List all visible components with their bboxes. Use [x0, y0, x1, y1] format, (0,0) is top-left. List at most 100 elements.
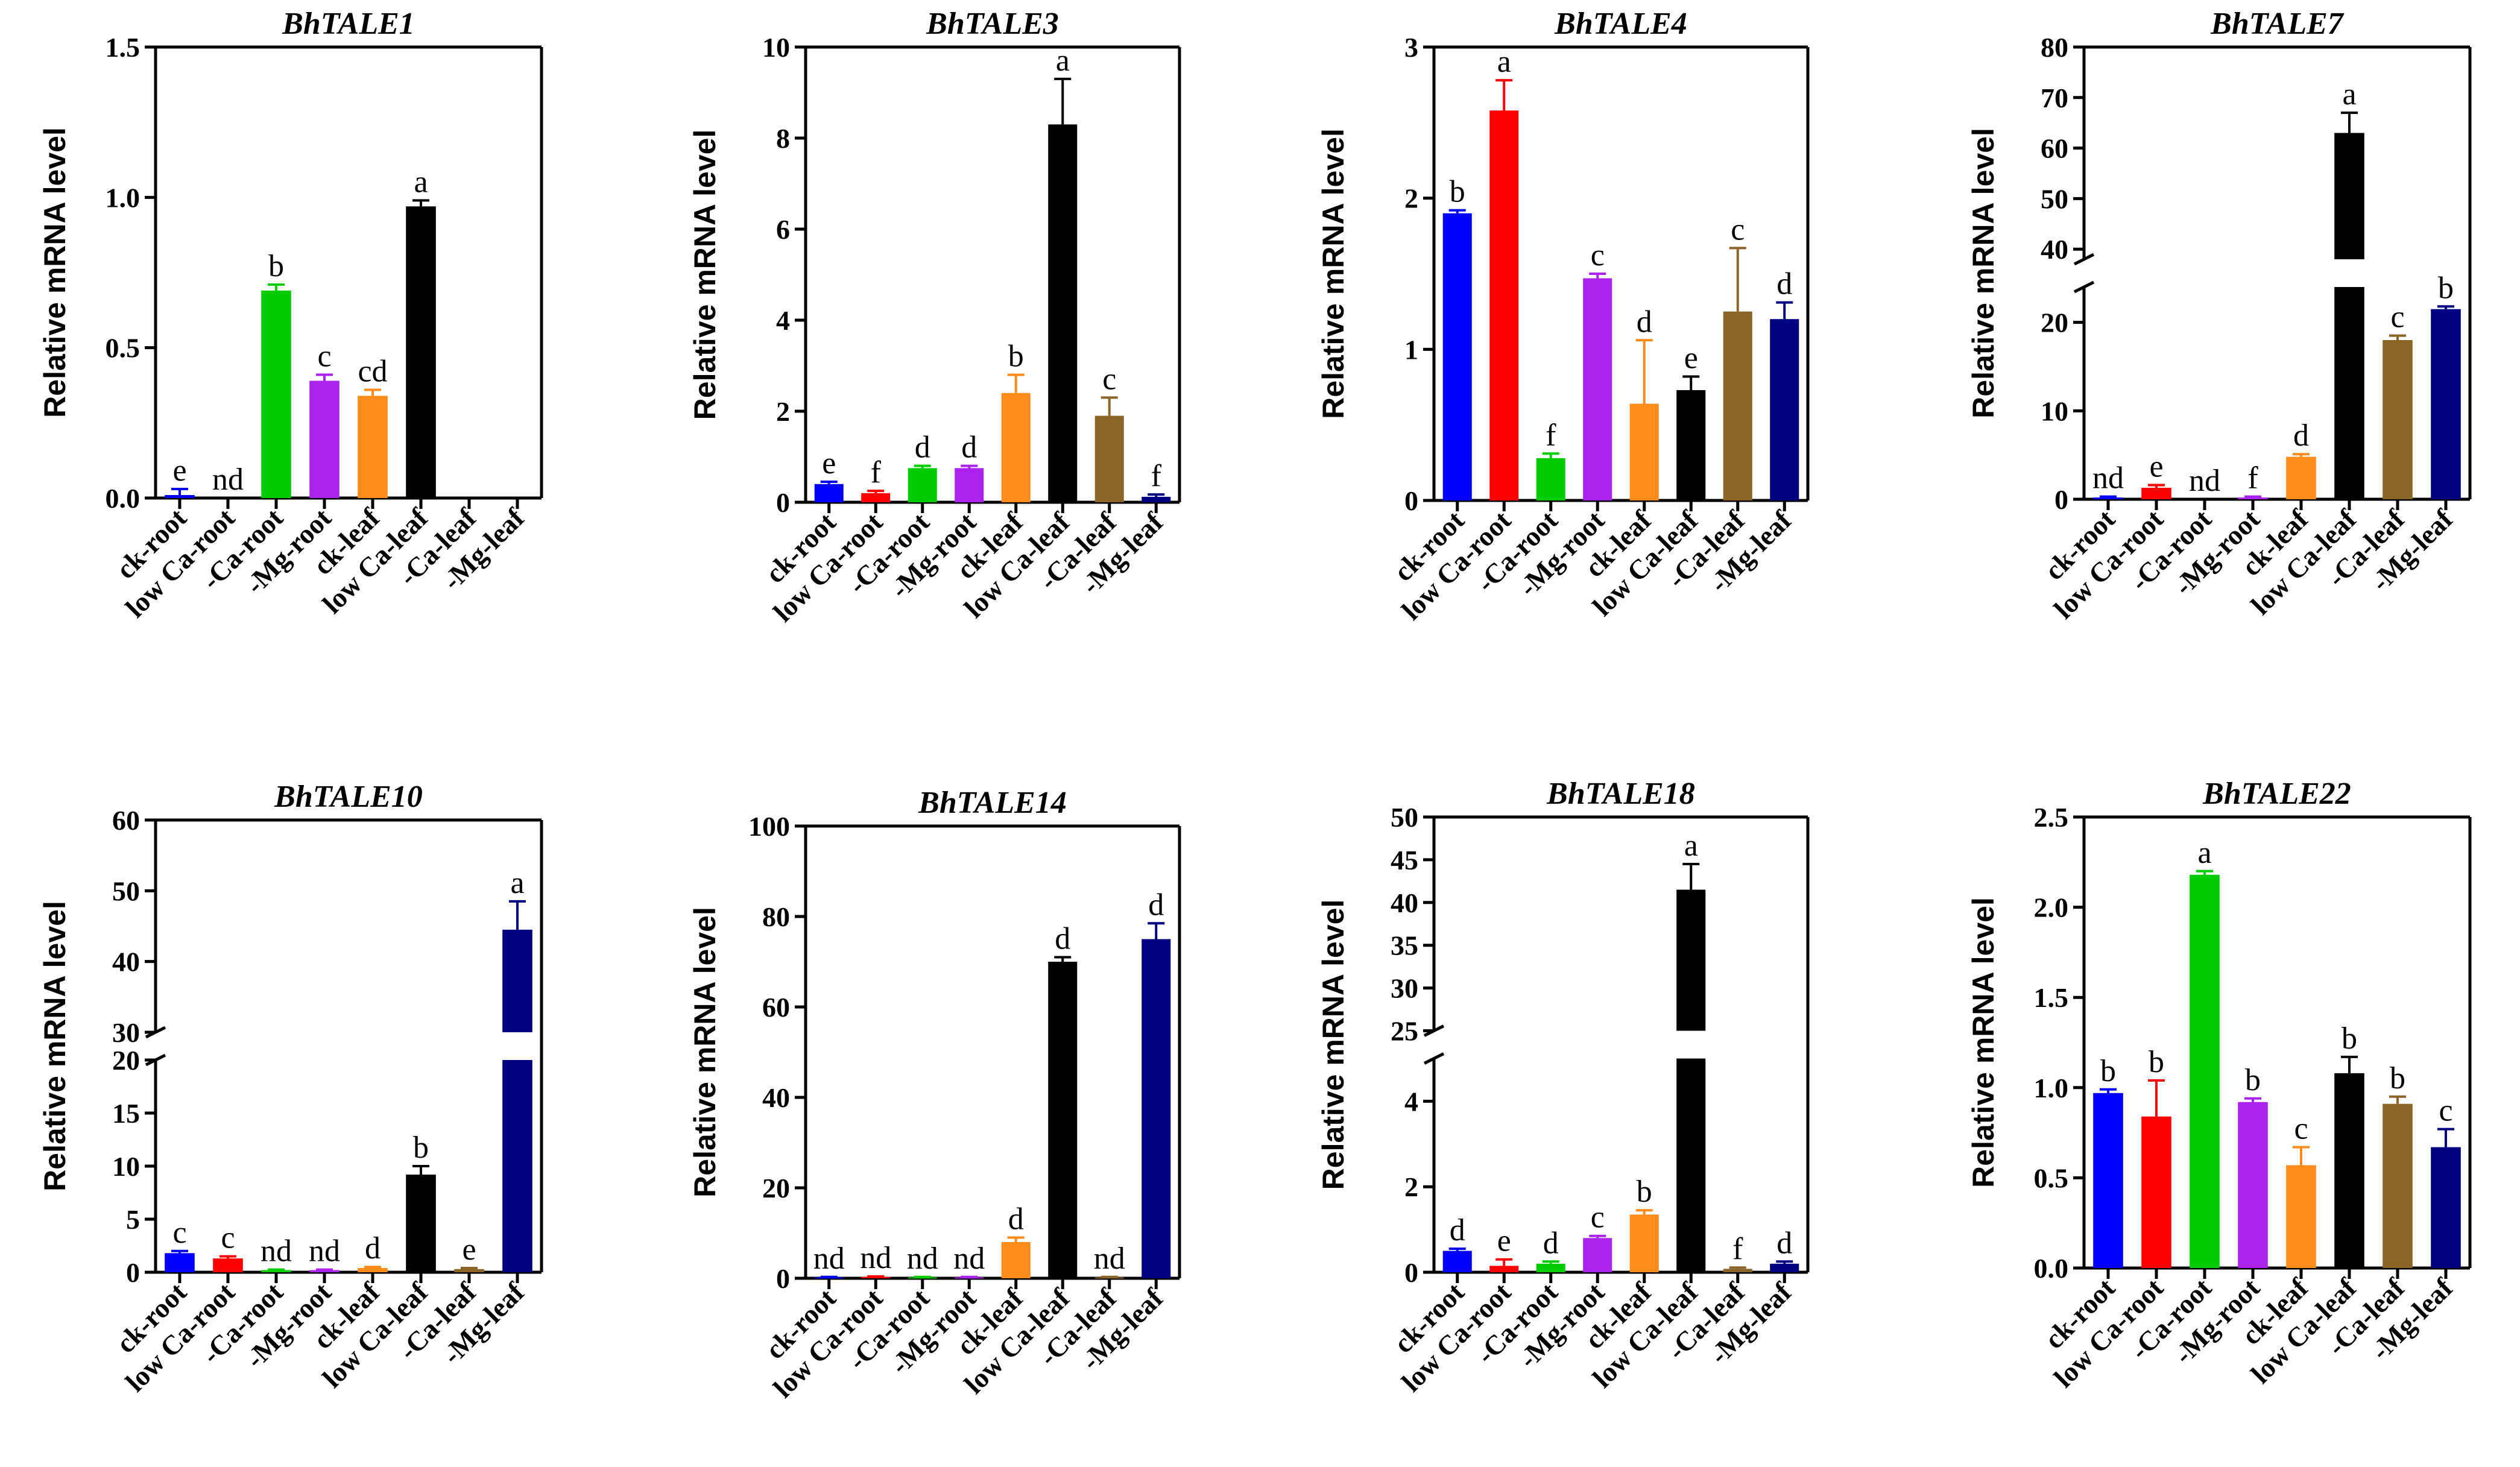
- y-tick-label: 45: [1391, 845, 1418, 875]
- y-tick-label: 0.5: [2034, 1163, 2069, 1193]
- bar--Mg-root: [1583, 278, 1612, 500]
- bar-low Ca-root: [1489, 1266, 1519, 1272]
- bar--Mg-root: [955, 468, 984, 502]
- axes-frame: [154, 45, 543, 500]
- y-tick-label: 20: [112, 1045, 140, 1076]
- significance-letter: b: [413, 1131, 429, 1165]
- y-axis-label: Relative mRNA level: [1966, 128, 2000, 418]
- y-tick-label: 0.0: [106, 483, 141, 514]
- chart-panel-8: BhTALE22 Relative mRNA level 0.0 0.5 1.0 1.5 2…: [1966, 777, 2472, 1393]
- significance-letter: a: [510, 866, 524, 900]
- y-tick-label: 0: [776, 487, 790, 518]
- significance-letter: f: [1546, 418, 1556, 452]
- y-tick-label: 60: [112, 805, 140, 836]
- bar-low Ca-root: [861, 493, 891, 502]
- bar-ck-leaf: [2286, 456, 2316, 499]
- y-axis-label: Relative mRNA level: [688, 907, 722, 1197]
- significance-letter: b: [1008, 339, 1024, 374]
- significance-letter: a: [1056, 43, 1070, 78]
- bar-low Ca-leaf: [2334, 1073, 2364, 1268]
- significance-letter: d: [1637, 304, 1652, 339]
- bar-low Ca-leaf: [406, 206, 436, 498]
- chart-title: BhTALE3: [926, 7, 1059, 41]
- y-axis-label: Relative mRNA level: [1316, 900, 1350, 1190]
- y-tick-label: 20: [2041, 308, 2068, 338]
- y-tick-label: 40: [112, 947, 140, 977]
- axes-frame: [804, 45, 1181, 504]
- significance-letter: c: [221, 1221, 235, 1255]
- bar--Mg-leaf: [1142, 939, 1171, 1278]
- y-tick-label: 1.5: [106, 32, 141, 63]
- y-tick-label: 1: [1404, 334, 1418, 365]
- bar--Ca-root: [908, 468, 937, 502]
- y-tick-label: 2.5: [2034, 802, 2069, 833]
- significance-letter: e: [1497, 1224, 1511, 1258]
- significance-letter: b: [1637, 1175, 1652, 1209]
- axis-break-mark: [2073, 280, 2095, 294]
- significance-letter: b: [2245, 1063, 2261, 1097]
- y-axis-label: Relative mRNA level: [1966, 897, 2000, 1188]
- y-tick-label: 2: [776, 396, 790, 427]
- y-tick-label: 0: [2054, 484, 2068, 515]
- bar-low Ca-leaf: [1676, 1058, 1706, 1272]
- axes-frame: [804, 824, 1181, 1280]
- significance-letter: a: [1684, 828, 1698, 863]
- significance-letter: nd: [309, 1234, 340, 1269]
- bar--Ca-root: [1536, 1263, 1565, 1272]
- significance-letter: d: [2293, 418, 2309, 453]
- significance-letter: nd: [1094, 1241, 1125, 1276]
- significance-letter: a: [2342, 77, 2356, 112]
- significance-letter: a: [1497, 45, 1511, 79]
- bar-low Ca-root: [2141, 1116, 2171, 1268]
- significance-letter: nd: [953, 1241, 985, 1276]
- bar-low Ca-leaf: [1676, 390, 1706, 500]
- significance-letter: d: [1776, 1226, 1792, 1260]
- y-tick-label: 1.0: [106, 182, 141, 213]
- bar--Ca-leaf: [1094, 415, 1124, 502]
- y-tick-label: 40: [1391, 888, 1418, 918]
- y-tick-label: 5: [126, 1204, 140, 1235]
- bar-low Ca-root: [2141, 487, 2171, 499]
- y-tick-label: 100: [748, 811, 790, 842]
- significance-letter: e: [2149, 450, 2163, 484]
- significance-letter: b: [1450, 175, 1465, 209]
- bar-ck-root: [165, 1253, 195, 1272]
- bar--Ca-leaf: [454, 1269, 484, 1272]
- significance-letter: d: [1543, 1226, 1559, 1260]
- bar--Ca-leaf: [2383, 340, 2413, 499]
- significance-letter: nd: [212, 462, 244, 497]
- significance-letter: b: [2438, 271, 2454, 305]
- y-axis-label: Relative mRNA level: [1316, 128, 1350, 419]
- bar-ck-leaf: [2286, 1165, 2316, 1268]
- y-tick-label: 4: [776, 305, 790, 336]
- chart-title: BhTALE4: [1554, 7, 1687, 41]
- bar-ck-root: [1442, 1251, 1472, 1272]
- significance-letter: nd: [813, 1241, 845, 1276]
- bar-ck-root: [2093, 497, 2123, 499]
- y-tick-label: 8: [776, 123, 790, 154]
- significance-letter: e: [1684, 341, 1698, 375]
- significance-letter: c: [2294, 1112, 2308, 1146]
- significance-letter: d: [1450, 1213, 1465, 1248]
- y-tick-label: 80: [762, 901, 790, 932]
- bar-low Ca-root: [213, 1258, 243, 1272]
- y-tick-label: 2.0: [2034, 892, 2069, 923]
- chart-panel-1: BhTALE1 Relative mRNA level 0.0 0.5 1.0 1.5 e c…: [38, 7, 543, 623]
- bar-low Ca-leaf: [1048, 962, 1078, 1278]
- bar-ck-leaf: [1629, 1214, 1659, 1272]
- bar--Mg-root: [309, 1270, 339, 1272]
- bar--Mg-leaf: [2431, 309, 2461, 499]
- chart-title: BhTALE18: [1546, 777, 1695, 811]
- y-tick-label: 0: [776, 1263, 790, 1294]
- axes-frame: [145, 818, 543, 1274]
- significance-letter: b: [2149, 1045, 2164, 1079]
- chart-panel-4: BhTALE7 Relative mRNA level 0 10 20 40 50 60 70 8…: [1966, 7, 2472, 625]
- significance-letter: c: [2390, 300, 2404, 335]
- significance-letter: nd: [2189, 464, 2220, 498]
- y-tick-label: 40: [2041, 234, 2068, 265]
- bar-upper--Mg-leaf: [502, 929, 532, 1032]
- significance-letter: c: [1731, 212, 1745, 247]
- significance-letter: e: [172, 453, 186, 488]
